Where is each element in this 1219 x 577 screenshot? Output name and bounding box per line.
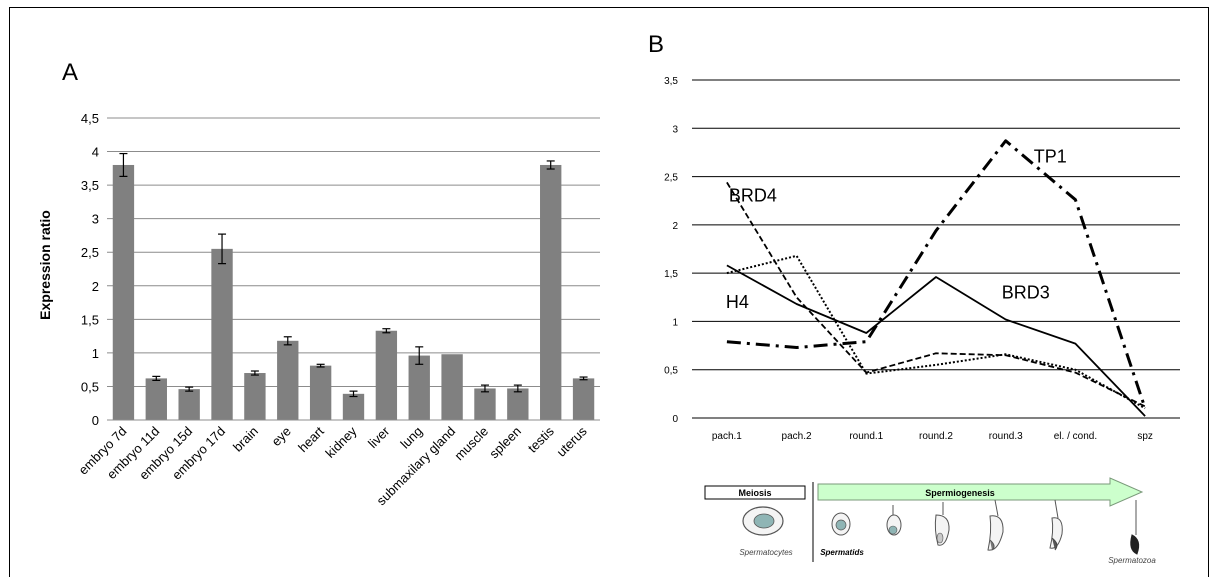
lines-b: [726, 139, 1147, 417]
y-tick-label: 1,5: [664, 269, 678, 280]
bar: [244, 373, 266, 420]
series-line-tp1: [726, 139, 1147, 409]
figure-frame: [9, 7, 1209, 577]
axis-b: 0 0,5 1 1,5 2 2,5 3 3,5 pach.1 pach.2 round.1 round…: [664, 76, 1180, 442]
spermatozoon: [1130, 500, 1140, 555]
x-tick-label: round.2: [919, 431, 953, 442]
series-label-h4: H4: [726, 292, 749, 312]
bar: [408, 355, 430, 420]
bar: [507, 388, 529, 420]
y-tick-label: 2,5: [664, 173, 678, 184]
bar: [540, 164, 562, 420]
spermatocyte-cell: [742, 506, 784, 536]
x-tick-label: eye: [268, 424, 293, 449]
y-tick-label: 2: [672, 221, 678, 232]
y-tick-label: 0,5: [664, 366, 678, 377]
bar: [309, 365, 332, 420]
y-tick-label: 4: [92, 145, 99, 160]
y-tick-label: 1: [92, 346, 99, 361]
meiosis-box: [704, 485, 806, 500]
stage-diagram: Meiosis Spermiogenesis: [704, 477, 1156, 565]
spermiogenesis-arrow: [817, 477, 1144, 507]
y-tick-label: 3,5: [664, 76, 678, 87]
x-tick-label: round.1: [849, 431, 883, 442]
elongating-spermatid-3: [987, 499, 1004, 551]
bar: [277, 340, 299, 420]
y-tick-label: 0: [92, 413, 99, 428]
bar: [211, 248, 233, 420]
bars-a: [112, 152, 595, 420]
meiosis-label: Meiosis: [738, 488, 771, 498]
x-tick-label: muscle: [451, 424, 491, 464]
y-tick-label: 1: [672, 317, 678, 328]
x-tick-label: el. / cond.: [1054, 431, 1097, 442]
bar: [342, 393, 365, 420]
bar: [474, 388, 496, 420]
panel-b-label: B: [648, 31, 664, 58]
spermatozoa-caption: Spermatozoa: [1108, 556, 1156, 565]
bar: [178, 389, 200, 420]
condensing-spermatid: [1049, 499, 1063, 551]
x-tick-label: liver: [365, 423, 393, 451]
elongating-spermatid-2: [934, 502, 950, 546]
y-tick-label: 0: [672, 414, 678, 425]
x-tick-label: lung: [397, 424, 425, 452]
spermatocytes-caption: Spermatocytes: [739, 548, 792, 557]
elongating-spermatid-1: [886, 505, 902, 536]
x-tick-label: pach.2: [782, 431, 812, 442]
y-tick-label: 0,5: [81, 379, 99, 394]
x-tick-label: brain: [230, 424, 261, 455]
y-tick-label: 2,5: [81, 245, 99, 260]
y-tick-label: 4,5: [81, 111, 99, 126]
y-tick-label: 3: [672, 124, 678, 135]
bar: [145, 378, 167, 420]
y-tick-label: 1,5: [81, 312, 99, 327]
x-tick-label: round.3: [989, 431, 1023, 442]
series-label-brd3: BRD3: [1002, 282, 1050, 302]
series-label-tp1: TP1: [1034, 146, 1067, 166]
series-line-h4: [726, 264, 1146, 417]
x-tick-label: pach.1: [712, 431, 742, 442]
x-tick-label: spleen: [486, 424, 524, 462]
y-tick-label: 3,5: [81, 178, 99, 193]
series-label-brd4: BRD4: [729, 186, 777, 206]
y-tick-label: 3: [92, 212, 99, 227]
series-labels: H4 BRD4 BRD3 TP1: [726, 146, 1067, 312]
y-axis-label: Expression ratio: [37, 210, 53, 320]
series-line-brd3: [726, 254, 1146, 410]
bar: [375, 330, 398, 420]
y-tick-label: 2: [92, 279, 99, 294]
bar: [441, 354, 463, 420]
spermiogenesis-label: Spermiogenesis: [925, 488, 995, 498]
x-tick-label: uterus: [554, 423, 591, 460]
x-tick-label: spz: [1137, 431, 1153, 442]
grid-b: [692, 79, 1180, 371]
panel-a-label: A: [62, 59, 78, 86]
round-spermatid: [831, 512, 851, 536]
series-line-brd4: [726, 181, 1146, 408]
grid-a: [107, 117, 600, 387]
x-tick-label: kidney: [322, 423, 360, 461]
bar: [112, 164, 135, 420]
x-tick-label: testis: [525, 423, 557, 455]
bar: [572, 378, 595, 420]
spermatids-caption: Spermatids: [820, 548, 864, 557]
